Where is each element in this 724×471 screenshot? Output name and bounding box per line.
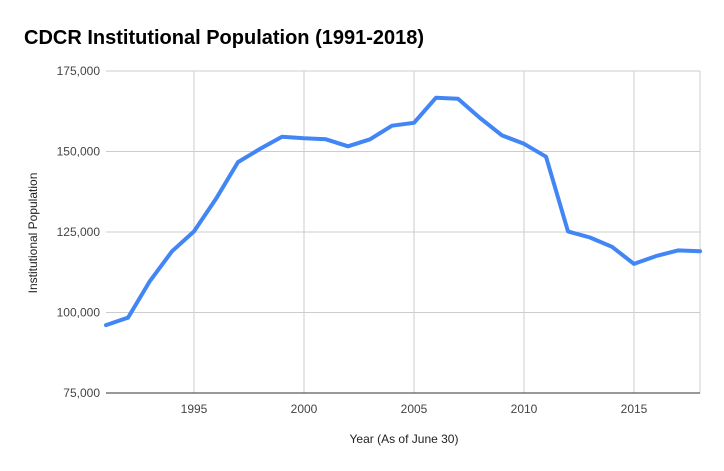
y-tick-label: 125,000 <box>57 225 101 239</box>
data-point <box>677 249 679 251</box>
y-tick-label: 175,000 <box>57 64 101 78</box>
data-point <box>347 145 349 147</box>
data-point <box>479 117 481 119</box>
x-tick-label: 2010 <box>511 402 538 416</box>
x-tick-label: 1995 <box>181 402 208 416</box>
data-point <box>149 280 151 282</box>
x-tick-labels: 1995 2000 2005 2010 2015 <box>181 402 648 416</box>
data-point <box>303 137 305 139</box>
chart-title: CDCR Institutional Population (1991-2018… <box>24 27 424 49</box>
data-point <box>523 143 525 145</box>
data-point <box>611 246 613 248</box>
data-point <box>259 148 261 150</box>
data-point <box>655 255 657 257</box>
data-point <box>435 97 437 99</box>
x-tick-label: 2000 <box>291 402 318 416</box>
data-point <box>589 237 591 238</box>
data-point <box>325 138 327 140</box>
data-point <box>457 98 459 100</box>
data-point <box>567 230 569 232</box>
data-point <box>237 161 239 163</box>
x-axis-title: Year (As of June 30) <box>350 432 459 446</box>
y-tick-labels: 75,000 100,000 125,000 150,000 175,000 <box>57 64 101 400</box>
data-point <box>193 230 195 232</box>
data-point <box>391 125 393 127</box>
y-tick-label: 100,000 <box>57 306 101 320</box>
data-point <box>281 136 283 138</box>
data-point <box>501 134 503 136</box>
x-tick-label: 2005 <box>401 402 428 416</box>
y-tick-label: 150,000 <box>57 145 101 159</box>
data-point <box>413 122 415 124</box>
series-layer <box>104 95 702 328</box>
series-line <box>104 95 702 328</box>
x-tick-label: 2015 <box>621 402 648 416</box>
data-point <box>633 263 635 265</box>
y-tick-label: 75,000 <box>63 386 100 400</box>
data-point <box>369 138 371 140</box>
y-axis-title: Institutional Population <box>26 173 40 294</box>
data-point <box>171 250 173 252</box>
data-point <box>699 250 701 252</box>
data-point <box>127 317 129 319</box>
data-point <box>105 324 107 326</box>
data-point <box>215 198 217 200</box>
data-point <box>545 156 547 158</box>
